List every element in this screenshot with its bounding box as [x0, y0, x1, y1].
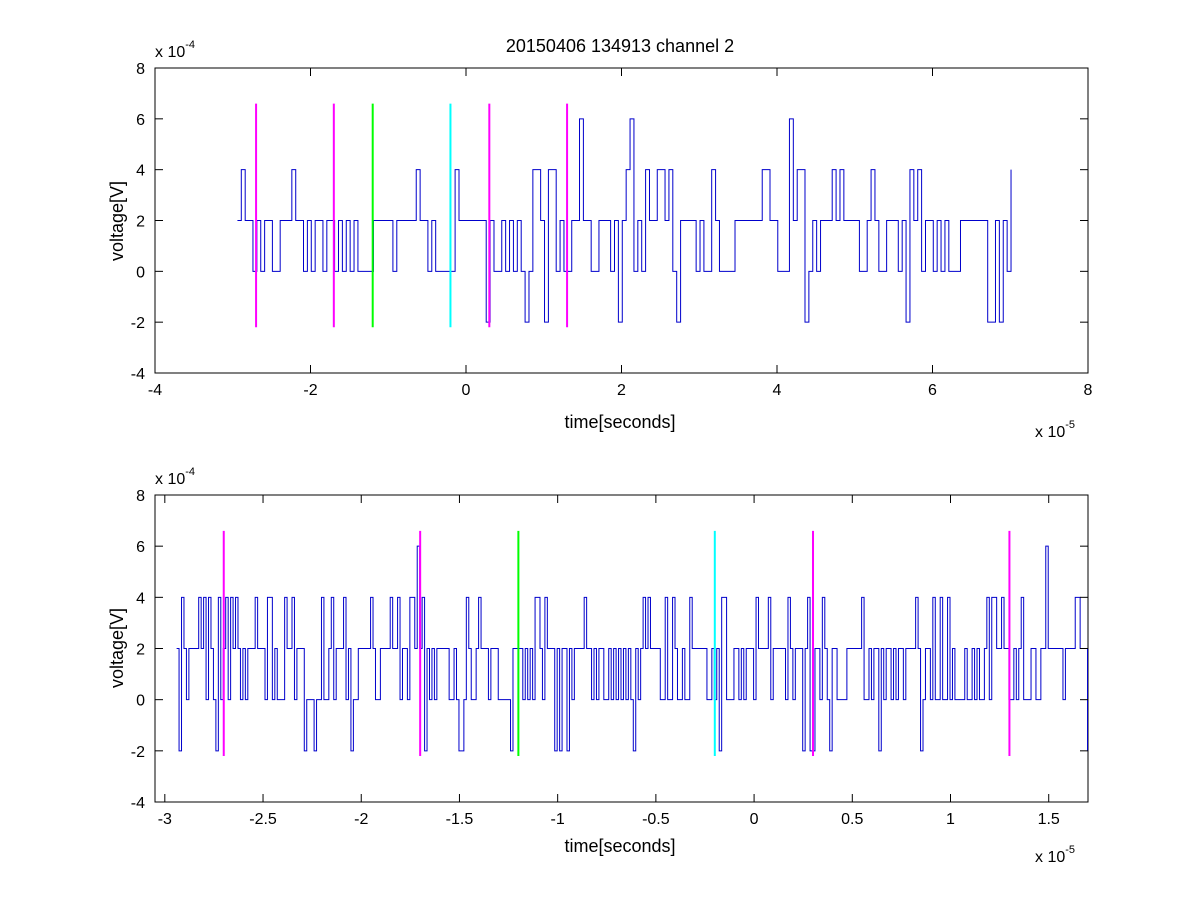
- chart-title: 20150406 134913 channel 2: [506, 36, 734, 56]
- y-tick-label: 6: [136, 112, 145, 129]
- top-x-axis-label: time[seconds]: [564, 412, 675, 432]
- y-tick-label: -4: [131, 366, 145, 383]
- y-tick-label: -2: [131, 315, 145, 332]
- x-tick-label: -2.5: [249, 811, 277, 828]
- y-tick-label: 4: [136, 163, 145, 180]
- bottom-signal-trace: [176, 545, 1089, 752]
- x-tick-label: -2: [354, 811, 368, 828]
- x-tick-label: 2: [617, 382, 626, 399]
- y-tick-label: 8: [136, 488, 145, 505]
- x-tick-label: -1: [551, 811, 565, 828]
- x-tick-label: -1.5: [446, 811, 474, 828]
- signal-line: [237, 118, 1012, 323]
- y-tick-label: 6: [136, 539, 145, 556]
- x-tick-label: 0: [462, 382, 471, 399]
- x-tick-label: 0: [750, 811, 759, 828]
- y-tick-label: 4: [136, 590, 145, 607]
- top-y-axis-label: voltage[V]: [107, 181, 127, 261]
- y-tick-label: 0: [136, 693, 145, 710]
- x-tick-label: -4: [148, 382, 162, 399]
- bottom-x-multiplier: x 10-5: [1035, 844, 1075, 866]
- bottom-y-axis-label: voltage[V]: [107, 608, 127, 688]
- top-y-multiplier: x 10-4: [155, 39, 195, 61]
- bottom-x-ticks: -3 -2.5 -2 -1.5 -1 -0.5 0 0.5 1 1.5: [158, 495, 1060, 828]
- top-x-multiplier: x 10-5: [1035, 419, 1075, 441]
- x-tick-label: -0.5: [642, 811, 670, 828]
- top-x-ticks: -4 -2 0 2 4 6 8: [148, 68, 1093, 399]
- bottom-y-multiplier: x 10-4: [155, 466, 195, 488]
- x-tick-label: 8: [1084, 382, 1093, 399]
- y-tick-label: -2: [131, 744, 145, 761]
- y-tick-label: 8: [136, 61, 145, 78]
- bottom-event-markers: [222, 530, 1011, 756]
- x-tick-label: -3: [158, 811, 172, 828]
- bottom-y-ticks: -4 -2 0 2 4 6 8: [131, 488, 1088, 812]
- signal-line: [176, 545, 1089, 752]
- top-subplot: -4 -2 0 2 4 6 8 -4 -2 0 2 4 6 8 time[seconds] voltag…: [107, 39, 1093, 441]
- x-tick-label: 6: [928, 382, 937, 399]
- x-tick-label: 1: [946, 811, 955, 828]
- x-tick-label: -2: [303, 382, 317, 399]
- y-tick-label: 0: [136, 264, 145, 281]
- top-signal-trace: [237, 118, 1012, 323]
- x-tick-label: 1.5: [1038, 811, 1060, 828]
- bottom-subplot: -3 -2.5 -2 -1.5 -1 -0.5 0 0.5 1 1.5 -4 -2 0 2 4 6 8 tim…: [107, 466, 1089, 866]
- top-y-ticks: -4 -2 0 2 4 6 8: [131, 61, 1088, 383]
- top-event-markers: [255, 103, 569, 328]
- y-tick-label: 2: [136, 214, 145, 231]
- x-tick-label: 4: [773, 382, 782, 399]
- x-tick-label: 0.5: [841, 811, 863, 828]
- bottom-x-axis-label: time[seconds]: [564, 836, 675, 856]
- y-tick-label: -4: [131, 795, 145, 812]
- y-tick-label: 2: [136, 642, 145, 659]
